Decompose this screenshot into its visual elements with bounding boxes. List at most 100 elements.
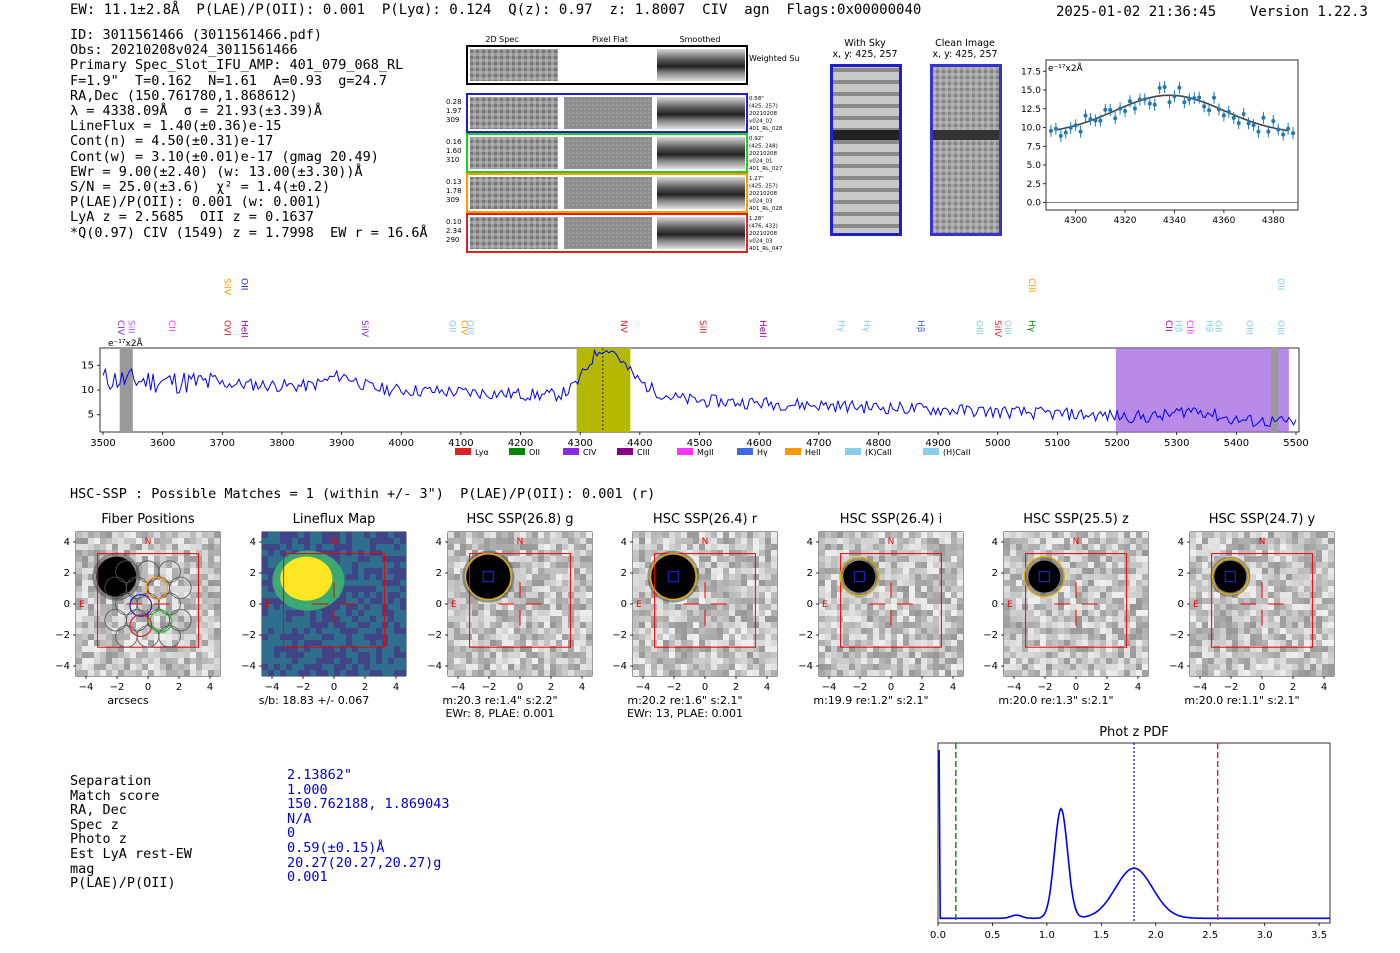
- cutout-xtick: 4: [764, 682, 770, 693]
- emission-line-label: CII: [166, 320, 176, 332]
- emission-line-label: HeII: [757, 320, 767, 338]
- fit-ytick: 10.0: [1021, 124, 1041, 134]
- cutout-ytick: 2: [64, 568, 70, 579]
- legend-label: MgII: [697, 448, 714, 457]
- spec2d-row-right-label: 20210208: [749, 151, 777, 157]
- pixel-flat-image: [564, 217, 652, 249]
- aperture-box: [1025, 553, 1127, 648]
- cutout-ytick: 0: [807, 599, 813, 610]
- fit-data-point: [1128, 99, 1132, 104]
- cutout-xtick: 2: [919, 682, 925, 693]
- spectrum-xtick: 4100: [448, 438, 473, 449]
- summary-line: EW: 11.1±2.8Å P(LAE)/P(OII): 0.001 P(Lyα…: [70, 2, 922, 18]
- cutout-ytick: −2: [612, 630, 627, 641]
- fiber-circle: [169, 608, 192, 632]
- fit-data-point: [1241, 111, 1246, 116]
- emission-line-label: Hγ: [861, 320, 871, 333]
- spec2d-row-right-label: v024_03: [749, 239, 773, 245]
- emission-line-label: OVI: [222, 320, 232, 336]
- aperture-box: [654, 553, 756, 648]
- legend-swatch: [923, 448, 939, 455]
- spec2d-row-right-label: 1.28": [749, 216, 764, 222]
- match-label: Spec z: [70, 816, 119, 833]
- match-label: Match score: [70, 787, 160, 804]
- cutout-title: HSC SSP(24.7) y: [1208, 512, 1316, 527]
- photz-xtick: 0.0: [930, 930, 946, 941]
- emission-line-label: NV: [618, 320, 628, 334]
- north-marker: N: [145, 537, 152, 547]
- cutout-title: Fiber Positions: [101, 512, 195, 527]
- east-marker: E: [822, 600, 828, 610]
- cutout-xtick: 2: [362, 682, 368, 693]
- fit-data-point: [1063, 130, 1068, 135]
- spectrum-xtick: 4000: [389, 438, 414, 449]
- fit-data-point: [1221, 113, 1226, 118]
- smoothed-image: [657, 97, 745, 129]
- fit-data-point: [1053, 126, 1058, 131]
- cutout-caption: m:20.3 re:1.4" s:2.2" EWr: 8, PLAE: 0.001: [442, 694, 558, 720]
- version: Version 1.22.3: [1249, 4, 1368, 20]
- fit-data-point: [1216, 107, 1221, 112]
- pixel-flat-image: [564, 97, 652, 129]
- emission-line-label: SiIV: [222, 278, 232, 296]
- fit-ylabel: e⁻¹⁷x2Å: [1048, 62, 1084, 74]
- info-line: RA,Dec (150.761780,1.868612): [70, 87, 298, 104]
- spec2d-row-right-label: 20210208: [749, 191, 777, 197]
- with-sky-title: With Sky x, y: 425, 257: [828, 38, 902, 60]
- fit-ytick: 12.5: [1021, 105, 1041, 115]
- spectrum-xtick: 4700: [806, 438, 831, 449]
- fit-xtick: 4360: [1212, 216, 1235, 226]
- spectrum-xtick: 5200: [1104, 438, 1129, 449]
- fit-data-point: [1108, 107, 1113, 112]
- cutout-ytick: −2: [427, 630, 442, 641]
- emission-line-label: CIV: [459, 320, 469, 336]
- info-line: Cont(n) = 4.50(±0.31)e-17: [70, 133, 274, 150]
- masked-region: [119, 348, 133, 432]
- fit-data-point: [1291, 131, 1296, 136]
- legend-label: CIII: [637, 448, 650, 457]
- spec2d-image: [470, 177, 558, 209]
- cutout-ytick: −2: [55, 630, 70, 641]
- match-label: RA, Dec: [70, 802, 127, 819]
- legend-label: HeII: [805, 448, 821, 457]
- sky-title-text: With Sky: [844, 38, 886, 49]
- cutout-xtick: −4: [451, 682, 466, 693]
- fiber-circle: [158, 560, 181, 583]
- cutout-ytick: 4: [621, 537, 627, 548]
- fit-xtick: 4320: [1114, 216, 1137, 226]
- cutout-ytick: 4: [992, 537, 998, 548]
- spec2d-col-header: Pixel Flat: [592, 35, 628, 44]
- fit-data-point: [1197, 95, 1202, 100]
- info-line: S/N = 25.0(±3.6) χ² = 1.4(±0.2): [70, 179, 331, 196]
- emission-line-label: SiIV: [359, 320, 369, 338]
- photz-title: Phot z PDF: [1099, 725, 1169, 740]
- cutout-xtick: 2: [548, 682, 554, 693]
- emission-line-label: OII: [1275, 278, 1285, 290]
- north-marker: N: [702, 537, 709, 547]
- fit-data-point: [1098, 118, 1103, 123]
- fit-data-point: [1231, 115, 1236, 120]
- legend-label: (K)CaII: [865, 448, 892, 457]
- spec2d-col-header: Smoothed: [680, 35, 721, 44]
- fit-data-point: [1286, 126, 1291, 131]
- info-line: *Q(0.97) CIV (1549) z = 1.7998 EW r = 16…: [70, 224, 428, 241]
- spec2d-row-left-label: 1.97: [446, 107, 462, 115]
- fit-ytick: 7.5: [1027, 142, 1041, 152]
- fiber-circle: [129, 594, 153, 617]
- cutout-xtick: −4: [636, 682, 651, 693]
- cutout-image: N E 4 2 0 −2 −4 −4 −2 0 2 4: [983, 531, 1149, 693]
- spectrum-xtick: 4600: [746, 438, 771, 449]
- spec2d-row-left-label: 0.16: [446, 138, 462, 146]
- north-marker: N: [1259, 537, 1266, 547]
- spec2d-row-left-label: 310: [446, 156, 459, 164]
- cutout-xtick: −2: [1038, 682, 1053, 693]
- cutout-ytick: 2: [992, 568, 998, 579]
- match-ellipse: [1211, 557, 1249, 596]
- cutout-xtick: −2: [667, 682, 682, 693]
- match-value: N/A: [287, 810, 312, 827]
- cutout-xtick: 0: [145, 682, 151, 693]
- cutout-caption: m:20.2 re:1.6" s:2.1" EWr: 13, PLAE: 0.00…: [626, 694, 744, 720]
- spec2d-row-right-label: 401_RL_047: [749, 246, 783, 252]
- cutout-ytick: −4: [798, 661, 813, 672]
- cutout-xtick: 2: [176, 682, 182, 693]
